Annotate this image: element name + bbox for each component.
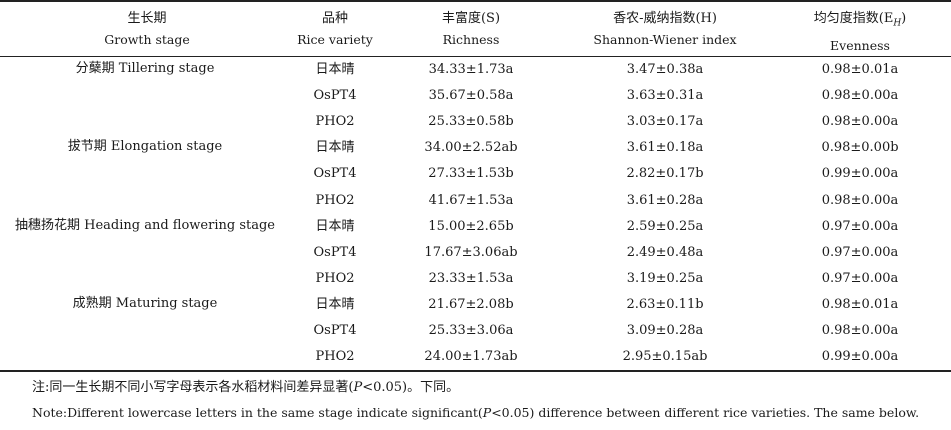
cell-shannon: 2.82±0.17b [626, 166, 704, 182]
table-row: PHO2 23.33±1.53a 3.19±0.25a 0.97±0.00a [0, 266, 951, 292]
cell-shannon: 2.63±0.11b [626, 296, 704, 312]
note-english-tail: <0.05) difference between different rice… [491, 405, 920, 420]
cell-variety: PHO2 [315, 114, 355, 130]
cell-evenness: 0.98±0.01a [821, 296, 899, 312]
stage-label-maturing: 成熟期 Maturing stage [72, 296, 218, 311]
note-english-text: Note:Different lowercase letters in the … [32, 405, 483, 420]
stage-label-heading: 抽穗扬花期 Heading and flowering stage [15, 218, 275, 233]
cell-richness: 27.33±1.53b [428, 166, 514, 182]
table-row: OsPT4 27.33±1.53b 2.82±0.17b 0.99±0.00a [0, 161, 951, 187]
cell-richness: 24.00±1.73ab [424, 349, 518, 365]
table-row: 日本晴 34.33±1.73a 3.47±0.38a 0.98±0.01a [0, 57, 951, 83]
header-richness-cn: 丰富度(S) [441, 11, 501, 26]
cell-variety: 日本晴 [315, 296, 355, 312]
header-shannon-en: Shannon-Wiener index [593, 32, 737, 47]
cell-variety: 日本晴 [315, 62, 355, 77]
cell-shannon: 3.61±0.18a [626, 140, 704, 156]
cell-shannon: 2.95±0.15ab [622, 349, 708, 365]
header-rice-variety-en: Rice variety [297, 32, 373, 47]
cell-richness: 23.33±1.53a [428, 270, 514, 286]
cell-evenness: 0.98±0.00a [821, 192, 899, 208]
cell-evenness: 0.98±0.00a [821, 88, 899, 104]
table-row: OsPT4 17.67±3.06ab 2.49±0.48a 0.97±0.00a [0, 240, 951, 266]
table-row: PHO2 24.00±1.73ab 2.95±0.15ab 0.99±0.00a [0, 344, 951, 370]
cell-shannon: 2.59±0.25a [626, 218, 704, 234]
bottom-rule [0, 370, 951, 372]
header-rule [0, 56, 951, 57]
cell-evenness: 0.98±0.00a [821, 114, 899, 130]
note-chinese-tail: <0.05)。下同。 [362, 380, 460, 395]
cell-variety: PHO2 [315, 192, 355, 208]
stage-label-elongation: 拔节期 Elongation stage [67, 139, 223, 154]
header-evenness-en: Evenness [830, 37, 890, 53]
top-rule [0, 0, 951, 2]
cell-evenness: 0.99±0.00a [821, 349, 899, 365]
cell-richness: 35.67±0.58a [428, 88, 514, 104]
cell-richness: 34.33±1.73a [428, 62, 514, 77]
note-english: Note:Different lowercase letters in the … [32, 403, 919, 423]
cell-shannon: 3.63±0.31a [626, 88, 704, 104]
header-evenness-subscript: H [893, 18, 902, 29]
cell-evenness: 0.98±0.00a [821, 323, 899, 338]
header-evenness: 均匀度指数(EH) Evenness [790, 8, 930, 56]
cell-shannon: 3.03±0.17a [626, 114, 704, 130]
cell-evenness: 0.99±0.00a [821, 166, 899, 182]
cell-evenness: 0.97±0.00a [821, 218, 899, 234]
cell-richness: 34.00±2.52ab [424, 140, 518, 156]
cell-variety: 日本晴 [315, 218, 355, 234]
cell-variety: 日本晴 [315, 140, 355, 156]
cell-variety: PHO2 [315, 349, 355, 365]
stage-label-tillering: 分蘖期 Tillering stage [75, 61, 215, 76]
header-evenness-text: 均匀度指数(E [813, 11, 894, 26]
note-english-p: P [482, 405, 492, 420]
cell-richness: 41.67±1.53a [428, 192, 514, 208]
cell-evenness: 0.97±0.00a [821, 270, 899, 286]
cell-variety: OsPT4 [313, 244, 357, 260]
header-growth-stage: 生长期 Growth stage [72, 8, 222, 50]
cell-variety: OsPT4 [313, 323, 357, 338]
cell-variety: OsPT4 [313, 88, 357, 104]
header-evenness-cn: 均匀度指数(EH) [790, 8, 930, 35]
cell-richness: 25.33±0.58b [428, 114, 514, 130]
cell-shannon: 2.49±0.48a [626, 244, 704, 260]
cell-shannon: 3.61±0.28a [626, 192, 704, 208]
header-shannon: 香农-威纳指数(H) Shannon-Wiener index [570, 8, 760, 50]
header-evenness-close: ) [901, 11, 907, 26]
cell-richness: 21.67±2.08b [428, 296, 514, 312]
header-rice-variety-cn: 品种 [321, 11, 348, 26]
table-row: PHO2 25.33±0.58b 3.03±0.17a 0.98±0.00a [0, 109, 951, 135]
cell-evenness: 0.97±0.00a [821, 244, 899, 260]
table-row: OsPT4 25.33±3.06a 3.09±0.28a 0.98±0.00a [0, 318, 951, 344]
header-richness-en: Richness [442, 32, 500, 47]
cell-evenness: 0.98±0.00b [821, 140, 899, 156]
table-row: 日本晴 15.00±2.65b 2.59±0.25a 0.97±0.00a [0, 214, 951, 240]
cell-evenness: 0.98±0.01a [821, 62, 899, 77]
header-growth-stage-en: Growth stage [104, 32, 190, 47]
table-row: 日本晴 34.00±2.52ab 3.61±0.18a 0.98±0.00b [0, 135, 951, 161]
cell-variety: PHO2 [315, 270, 355, 286]
cell-richness: 25.33±3.06a [428, 323, 514, 338]
note-chinese-text: 注:同一生长期不同小写字母表示各水稻材料间差异显著( [32, 380, 354, 395]
note-chinese-p: P [353, 380, 363, 395]
cell-richness: 17.67±3.06ab [424, 244, 518, 260]
header-rice-variety: 品种 Rice variety [290, 8, 380, 50]
cell-shannon: 3.19±0.25a [626, 270, 704, 286]
cell-shannon: 3.47±0.38a [626, 62, 704, 77]
table-row: 日本晴 21.67±2.08b 2.63±0.11b 0.98±0.01a [0, 292, 951, 318]
header-growth-stage-cn: 生长期 [127, 11, 167, 26]
header-richness: 丰富度(S) Richness [406, 8, 536, 50]
cell-variety: OsPT4 [313, 166, 357, 182]
table-row: OsPT4 35.67±0.58a 3.63±0.31a 0.98±0.00a [0, 83, 951, 109]
cell-shannon: 3.09±0.28a [626, 323, 704, 338]
cell-richness: 15.00±2.65b [428, 218, 514, 234]
note-chinese: 注:同一生长期不同小写字母表示各水稻材料间差异显著(P<0.05)。下同。 [32, 378, 459, 398]
header-shannon-cn: 香农-威纳指数(H) [613, 11, 717, 26]
table-row: PHO2 41.67±1.53a 3.61±0.28a 0.98±0.00a [0, 188, 951, 214]
